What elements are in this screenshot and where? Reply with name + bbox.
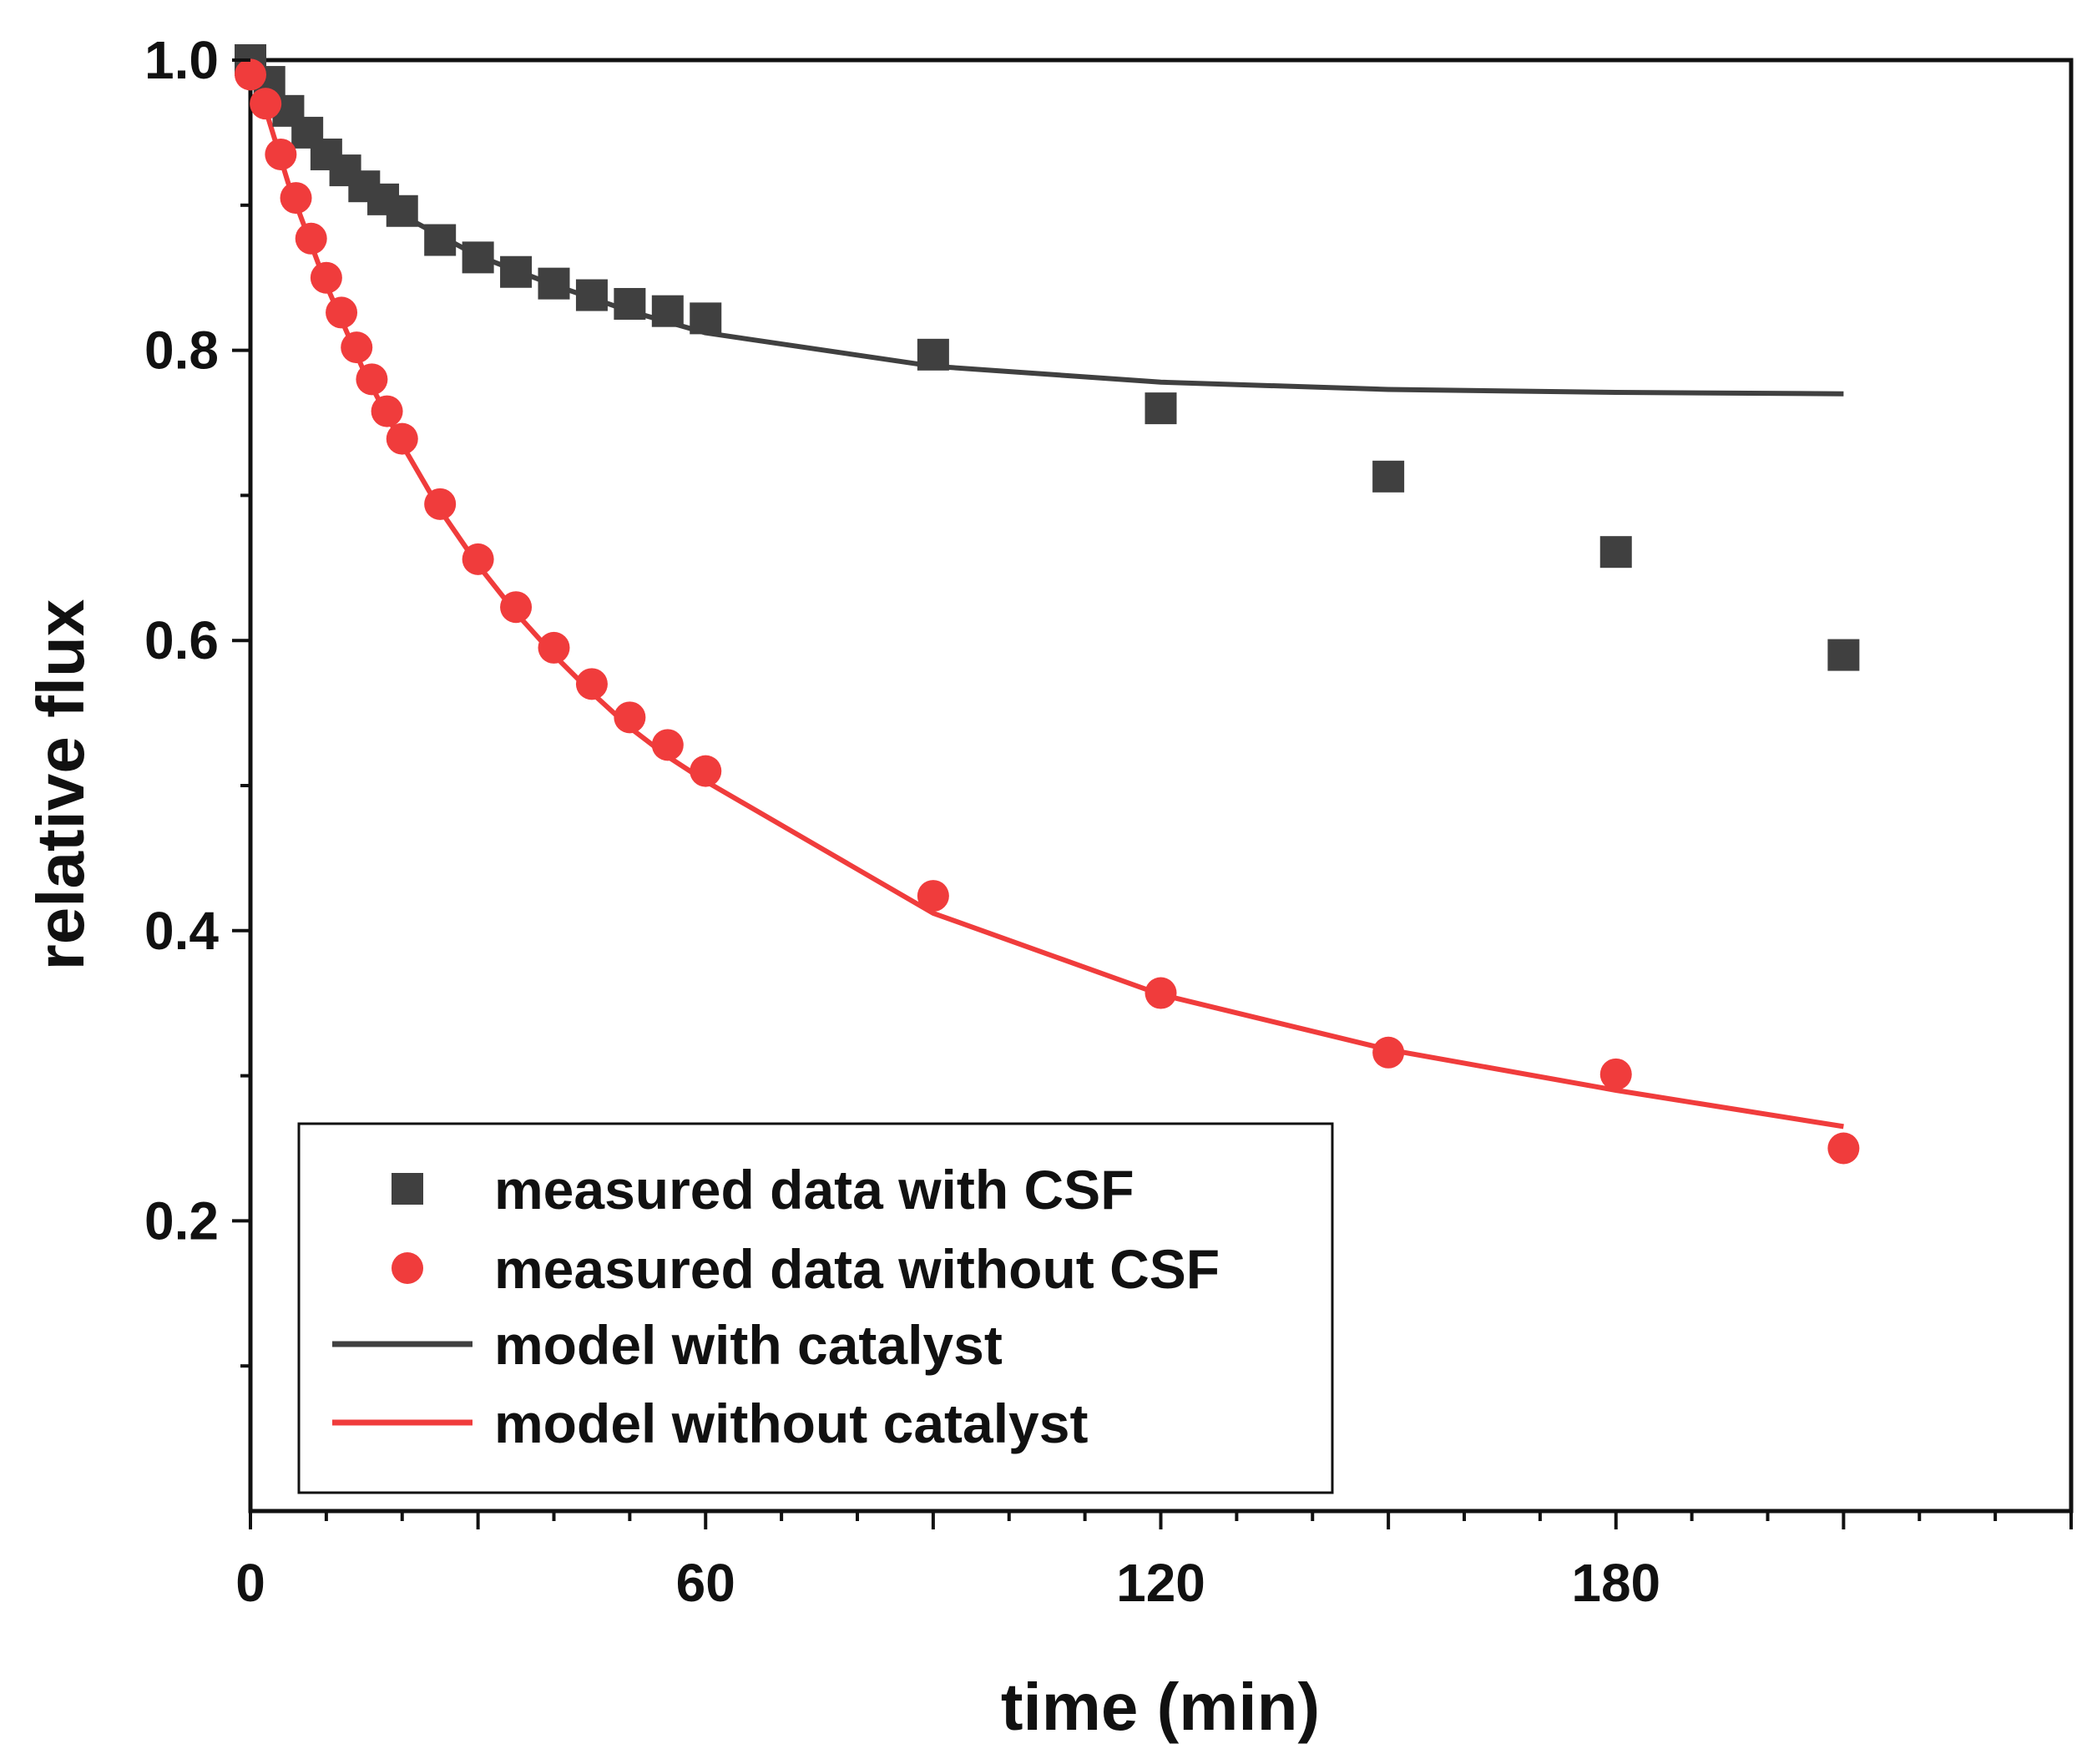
y-tick-label: 0.4 [144, 901, 219, 961]
y-axis-title: relative flux [23, 599, 98, 971]
data-point-without-csf [614, 701, 646, 734]
model-with-catalyst-line [250, 60, 1844, 397]
x-tick-label: 60 [676, 1553, 735, 1613]
data-point-with-csf [575, 279, 608, 311]
x-tick-label: 180 [1571, 1553, 1660, 1613]
data-point-without-csf [265, 138, 297, 170]
data-point-without-csf [462, 543, 494, 575]
data-markers [235, 44, 1860, 1165]
data-point-without-csf [341, 331, 373, 364]
data-point-without-csf [250, 88, 282, 120]
data-point-without-csf [1599, 1058, 1632, 1090]
data-point-without-csf [538, 631, 570, 664]
data-point-with-csf [651, 295, 684, 327]
y-tick-label: 1.0 [144, 30, 219, 90]
legend-box [297, 1122, 1334, 1494]
data-point-without-csf [917, 880, 949, 912]
data-point-without-csf [356, 363, 388, 396]
legend-label-measured-data-with-csf: measured data with CSF [494, 1159, 1134, 1221]
data-point-without-csf [1372, 1036, 1405, 1069]
data-point-with-csf [1145, 392, 1177, 425]
data-point-without-csf [295, 222, 327, 255]
data-point-without-csf [235, 58, 266, 91]
data-point-without-csf [651, 729, 684, 761]
model-without-catalyst-line [250, 60, 1844, 1130]
legend-circle-marker [392, 1252, 423, 1284]
data-point-without-csf [500, 591, 533, 624]
data-point-with-csf [1827, 639, 1860, 671]
legend-label-measured-data-without-csf: measured data without CSF [494, 1238, 1220, 1300]
axes: 0 60 120 180 0.2 0.4 0.6 0.8 1.0 [144, 30, 2073, 1613]
data-point-without-csf [386, 422, 418, 455]
data-point-with-csf [424, 224, 457, 256]
legend-square-marker [392, 1173, 423, 1205]
data-point-without-csf [424, 488, 457, 520]
data-point-with-csf [386, 195, 418, 227]
data-point-without-csf [280, 182, 312, 215]
data-point-with-csf [614, 287, 646, 320]
data-point-without-csf [310, 261, 342, 294]
data-point-with-csf [917, 338, 949, 371]
data-point-without-csf [575, 668, 608, 700]
legend-label-model-without-catalyst: model without catalyst [494, 1392, 1088, 1454]
legend-label-model-with-catalyst: model with catalyst [494, 1314, 1003, 1376]
y-tick-label: 0.2 [144, 1190, 219, 1251]
data-point-with-csf [462, 241, 494, 274]
data-point-without-csf [1145, 977, 1177, 1009]
data-point-without-csf [326, 296, 358, 329]
data-point-with-csf [500, 255, 533, 288]
data-point-with-csf [1372, 460, 1405, 493]
y-tick-label: 0.8 [144, 321, 219, 381]
legend: measured data with CSF measured data with… [297, 1122, 1334, 1494]
data-point-without-csf [1827, 1132, 1860, 1165]
x-tick-label: 120 [1116, 1553, 1205, 1613]
model-lines [250, 60, 1844, 1130]
data-point-without-csf [690, 755, 722, 787]
y-tick-label: 0.6 [144, 610, 219, 670]
x-axis-title: time (min) [1001, 1670, 1320, 1744]
data-point-with-csf [690, 302, 722, 335]
x-tick-label: 0 [235, 1553, 265, 1613]
data-point-with-csf [1599, 536, 1632, 569]
data-point-with-csf [538, 267, 570, 300]
data-point-without-csf [371, 395, 403, 427]
